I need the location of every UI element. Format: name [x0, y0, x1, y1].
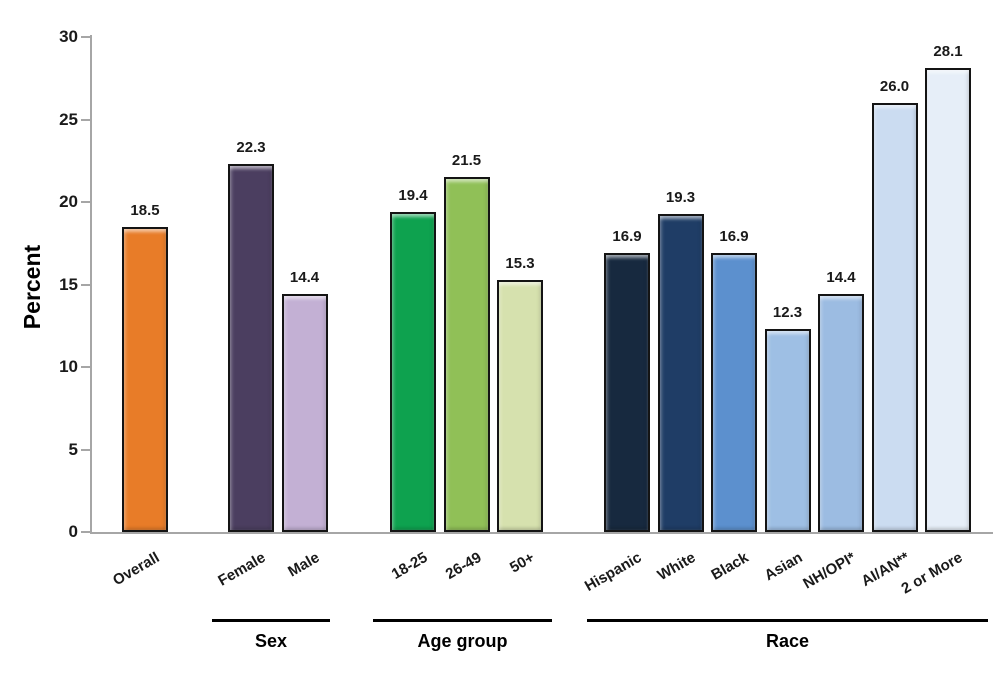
bar-overall: [122, 226, 168, 532]
bar-ai-an-: [871, 103, 918, 532]
group-underline-race: [587, 619, 988, 622]
group-underline-age-group: [373, 619, 552, 622]
group-label-race: Race: [765, 631, 810, 651]
bar-value-label: 15.3: [505, 254, 535, 272]
bar-female: [228, 164, 274, 532]
y-axis-tick: [81, 366, 90, 368]
bar-value-label: 26.0: [879, 78, 910, 95]
bar-value-label: 21.5: [451, 152, 482, 170]
group-label-age-group: Age group: [417, 631, 508, 651]
y-tick-label: 15: [59, 274, 78, 294]
x-category-label: Male: [284, 549, 322, 581]
bar-nh-opi-: [818, 294, 864, 532]
bar-value-label: 14.4: [289, 269, 320, 287]
y-axis-line: [90, 35, 92, 534]
bar-2-or-more: [925, 68, 971, 532]
y-axis-tick: [81, 448, 90, 451]
bar-value-label: 12.3: [772, 304, 803, 322]
bar-value-label: 18.5: [130, 201, 160, 219]
group-label-sex: Sex: [254, 631, 288, 651]
bar-value-label: 28.1: [933, 43, 963, 61]
group-underline-sex: [212, 619, 330, 622]
bar-value-label: 19.3: [665, 188, 696, 206]
y-tick-label: 5: [68, 439, 78, 459]
y-axis-tick: [81, 36, 90, 38]
bar-value-label: 22.3: [236, 139, 266, 157]
x-axis-line: [90, 532, 993, 534]
y-axis-tick: [81, 118, 90, 121]
bar-value-label: 16.9: [612, 228, 642, 246]
x-category-label: Overall: [109, 549, 163, 590]
y-tick-label: 30: [59, 27, 78, 46]
bar-50-: [497, 279, 543, 532]
y-axis-tick: [81, 283, 90, 286]
bar-26-49: [443, 177, 490, 532]
bar-male: [281, 294, 328, 532]
bar-value-label: 19.4: [398, 186, 428, 204]
bar-value-label: 16.9: [719, 228, 749, 246]
bar-hispanic: [604, 253, 650, 532]
y-tick-label: 10: [59, 357, 78, 376]
bar-value-label: 14.4: [826, 269, 856, 287]
bar-asian: [764, 329, 811, 532]
bar-white: [657, 213, 704, 532]
y-tick-label: 20: [59, 192, 78, 211]
bar-18-25: [390, 211, 436, 532]
y-axis-tick: [81, 201, 90, 203]
bar-black: [711, 253, 757, 532]
y-tick-label: 0: [68, 522, 78, 541]
y-axis-tick: [81, 531, 90, 533]
y-tick-label: 25: [59, 109, 78, 129]
